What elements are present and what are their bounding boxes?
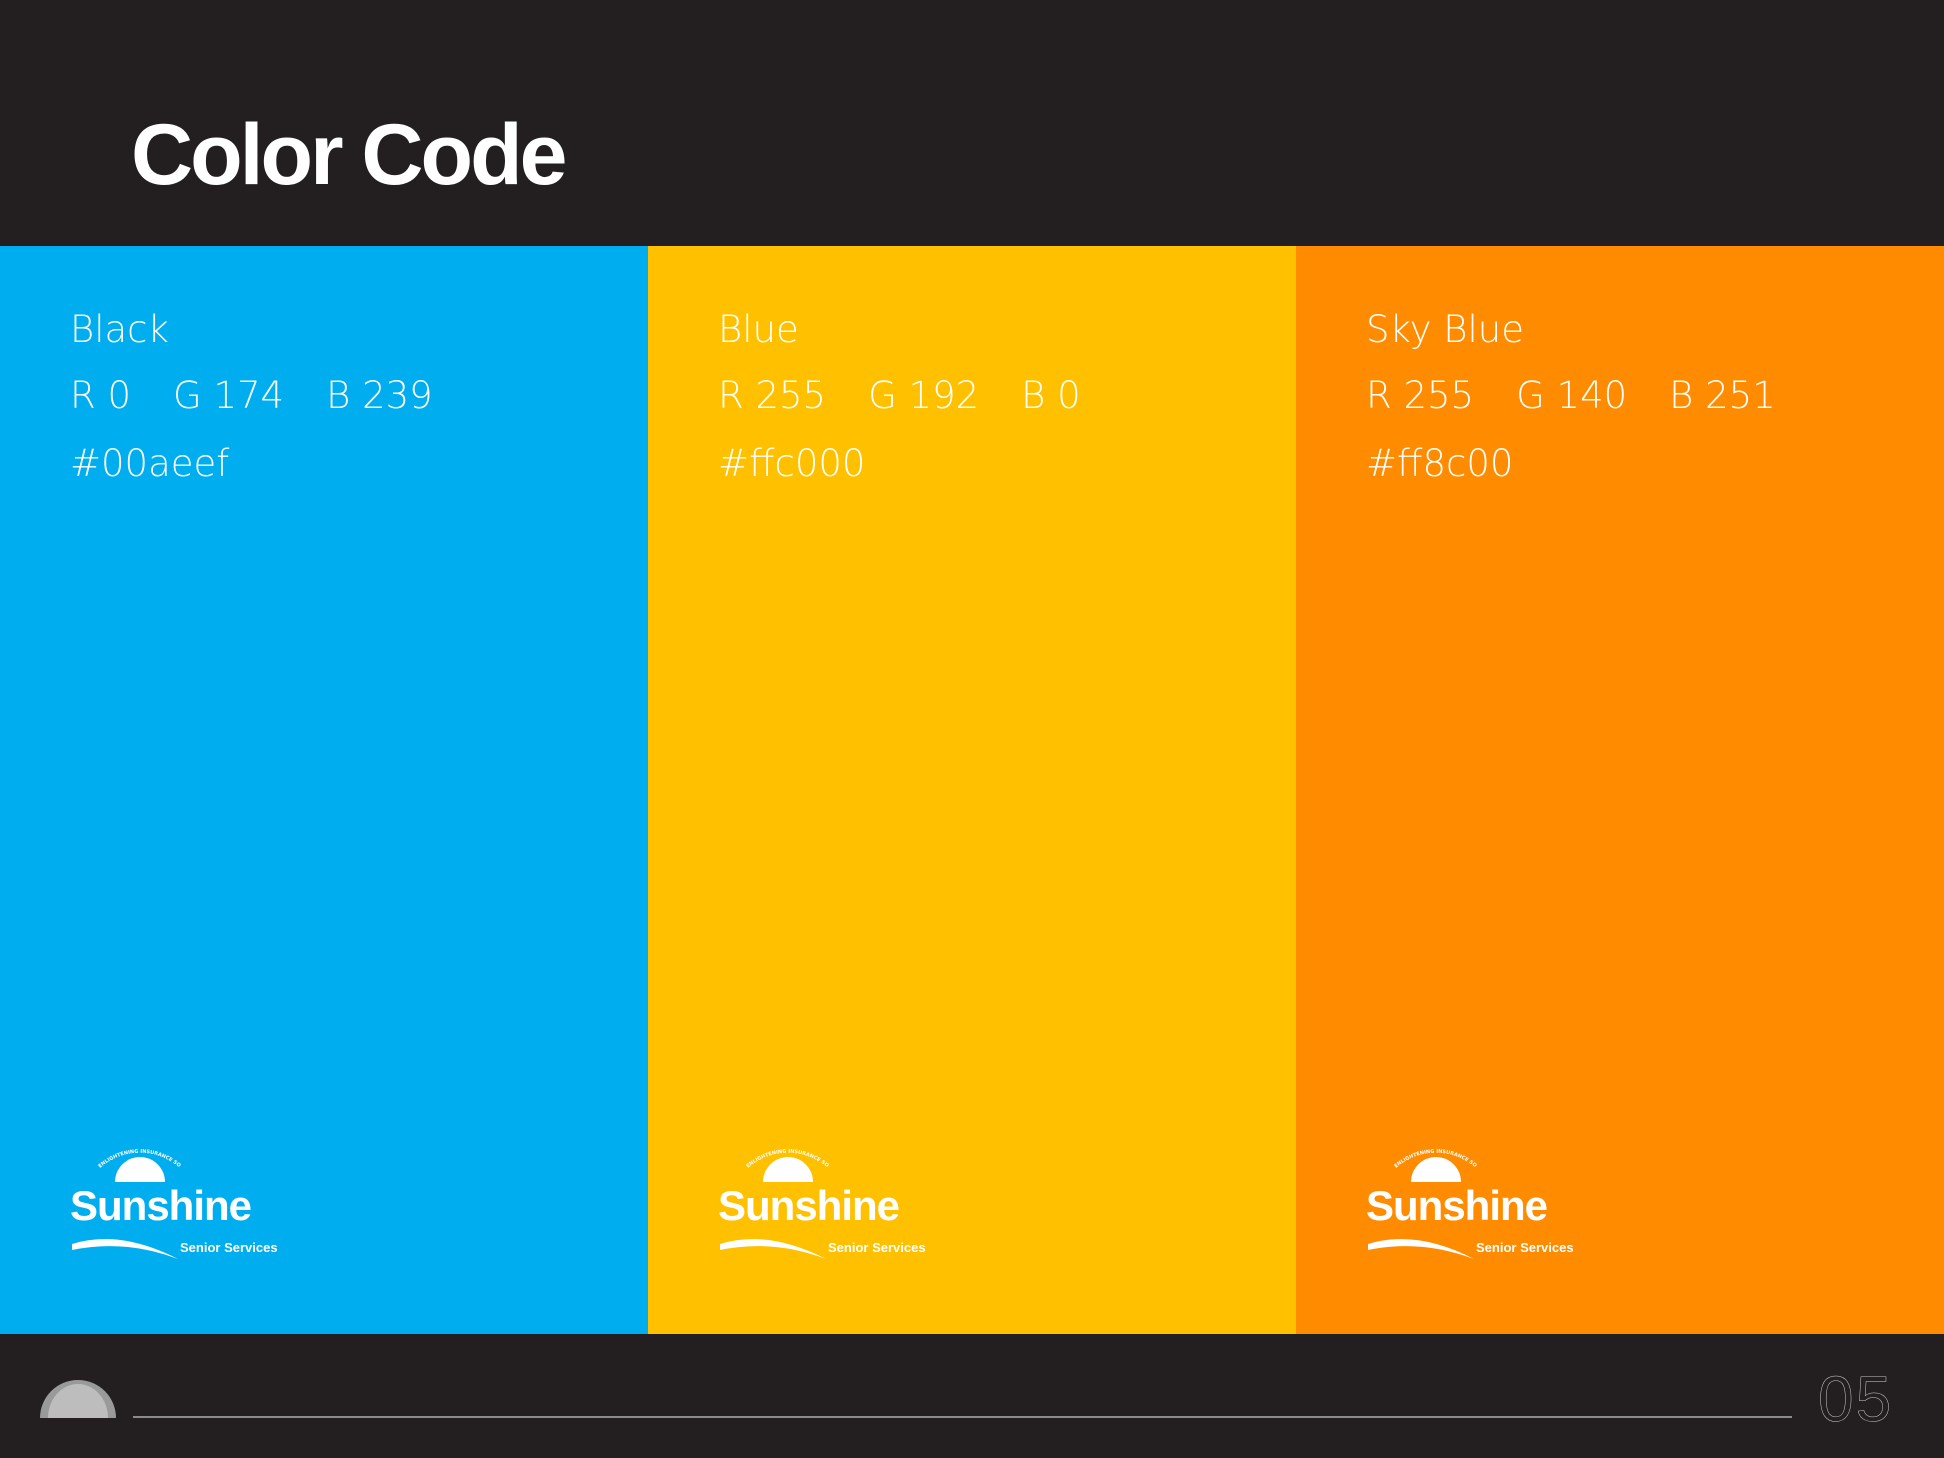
logo-wave-icon [72, 1239, 178, 1259]
swatch-b: B 239 [326, 374, 433, 417]
swatch-r: R 255 [1366, 374, 1475, 417]
swatch-rgb: R 255 G 140 B 251 [1366, 374, 1776, 417]
sunshine-logo: ENLIGHTENING INSURANCE SOLUTIONSSunshine… [1366, 1146, 1574, 1259]
swatch-name: Black [70, 308, 169, 351]
swatch-rgb: R 0 G 174 B 239 [70, 374, 433, 417]
swatch-r: R 0 [70, 374, 132, 417]
logo-tagline: Senior Services [180, 1240, 278, 1255]
swatch-name: Sky Blue [1366, 308, 1524, 351]
logo-wave-icon [720, 1239, 826, 1259]
sunshine-logo: ENLIGHTENING INSURANCE SOLUTIONSSunshine… [718, 1146, 926, 1259]
footer: 05 [0, 1334, 1944, 1458]
logo-sun-icon [763, 1157, 813, 1182]
logo-wave-icon [1368, 1239, 1474, 1259]
swatch-rgb: R 255 G 192 B 0 [718, 374, 1081, 417]
swatch-name: Blue [718, 308, 799, 351]
logo-sun-icon [115, 1157, 165, 1182]
swatch-r: R 255 [718, 374, 827, 417]
logo-name: Sunshine [1366, 1182, 1547, 1229]
sun-logo-icon [40, 1380, 116, 1418]
logo-tagline: Senior Services [1476, 1240, 1574, 1255]
swatch-hex: #ffc000 [718, 442, 866, 485]
swatch-b: B 251 [1669, 374, 1776, 417]
footer-divider [133, 1416, 1792, 1418]
swatch-panel: Sky Blue R 255 G 140 B 251 #ff8c00 ENLIG… [1296, 246, 1944, 1334]
swatch-g: G 140 [1516, 374, 1628, 417]
logo-sun-icon [1411, 1157, 1461, 1182]
swatch-b: B 0 [1021, 374, 1081, 417]
swatch-g: G 174 [173, 374, 285, 417]
logo-tagline: Senior Services [828, 1240, 926, 1255]
swatch-panels: Black R 0 G 174 B 239 #00aeef ENLIGHTENI… [0, 246, 1944, 1334]
swatch-hex: #ff8c00 [1366, 442, 1514, 485]
swatch-hex: #00aeef [70, 442, 230, 485]
swatch-panel: Black R 0 G 174 B 239 #00aeef ENLIGHTENI… [0, 246, 648, 1334]
header: Color Code [0, 0, 1944, 246]
swatch-g: G 192 [868, 374, 980, 417]
page-number: 05 [1818, 1363, 1894, 1436]
swatch-panel: Blue R 255 G 192 B 0 #ffc000 ENLIGHTENIN… [648, 246, 1296, 1334]
page-title: Color Code [131, 107, 567, 203]
logo-name: Sunshine [718, 1182, 899, 1229]
logo-name: Sunshine [70, 1182, 251, 1229]
sunshine-logo: ENLIGHTENING INSURANCE SOLUTIONSSunshine… [70, 1146, 278, 1259]
